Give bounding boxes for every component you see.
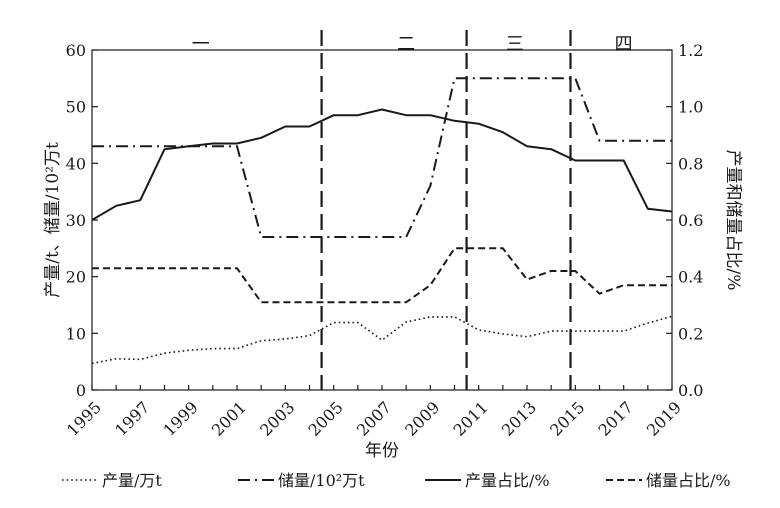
phase-label: 四 — [615, 34, 633, 55]
legend-label: 储量/10²万t — [278, 471, 365, 490]
x-tick-label: 2005 — [305, 398, 347, 440]
x-tick-label: 2009 — [401, 398, 443, 440]
left-tick-label: 0 — [76, 381, 86, 400]
right-tick-label: 0.2 — [678, 324, 703, 343]
phase-label: 三 — [506, 34, 524, 55]
right-tick-label: 0.4 — [678, 268, 703, 287]
x-tick-label: 2013 — [498, 398, 540, 440]
right-tick-label: 1.2 — [678, 41, 703, 60]
series-line — [91, 108, 673, 221]
left-tick-label: 60 — [66, 41, 86, 60]
series-line — [91, 315, 673, 365]
legend-label: 储量占比/% — [646, 471, 731, 490]
left-tick-label: 20 — [66, 268, 86, 287]
left-tick-label: 10 — [66, 324, 86, 343]
x-tick-label: 2015 — [546, 398, 588, 440]
right-tick-label: 0.8 — [678, 154, 703, 173]
x-tick-label: 1995 — [63, 398, 105, 440]
x-tick-label: 2007 — [353, 398, 395, 440]
right-axis-title: 产量和储量占比/% — [723, 150, 743, 291]
phase-label: 二 — [397, 34, 415, 55]
left-tick-label: 30 — [66, 211, 86, 230]
x-tick-label: 1997 — [111, 398, 153, 440]
x-tick-label: 2003 — [256, 398, 298, 440]
x-tick-label: 2017 — [595, 398, 637, 440]
series-line — [92, 77, 672, 238]
legend-label: 产量占比/% — [465, 471, 550, 490]
right-tick-label: 0.0 — [678, 381, 703, 400]
x-axis-title: 年份 — [365, 441, 399, 461]
x-tick-label: 1999 — [160, 398, 202, 440]
left-axis-title: 产量/t、储量/10²万t — [43, 142, 63, 298]
x-tick-label: 2019 — [643, 398, 685, 440]
right-tick-label: 0.6 — [678, 211, 703, 230]
left-tick-label: 40 — [66, 154, 86, 173]
series-line — [92, 247, 672, 304]
legend: 产量/万t 储量/10²万t 产量占比/% 储量占比/% — [62, 471, 731, 490]
legend-label: 产量/万t — [102, 471, 162, 490]
right-tick-label: 1.0 — [678, 98, 703, 117]
left-tick-label: 50 — [66, 98, 86, 117]
x-tick-label: 2001 — [208, 398, 250, 440]
x-tick-label: 2011 — [450, 398, 492, 440]
phase-label: 一 — [192, 34, 210, 55]
